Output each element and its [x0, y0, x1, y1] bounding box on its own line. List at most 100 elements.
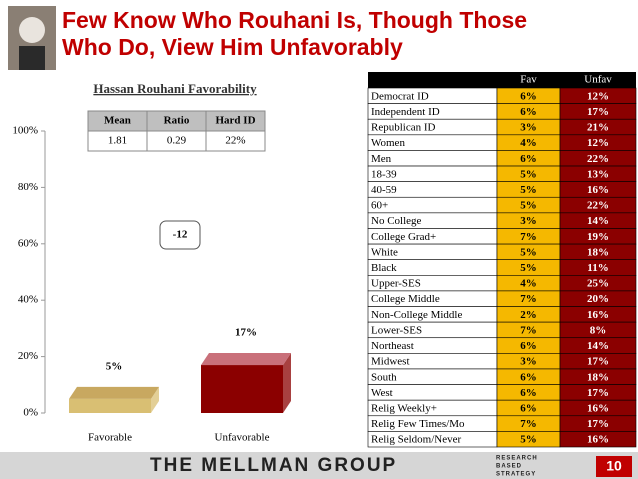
unfav-value: 16% [587, 309, 609, 321]
fav-value: 5% [520, 262, 537, 274]
fav-value: 4% [520, 278, 537, 290]
title-line: Who Do, View Him Unfavorably [62, 34, 403, 60]
fav-value: 5% [520, 200, 537, 212]
unfav-value: 13% [587, 168, 609, 180]
stats-col-header: Ratio [164, 115, 190, 127]
row-label: South [371, 371, 397, 383]
row-label: Relig Few Times/Mo [371, 418, 465, 430]
row-label: College Middle [371, 293, 440, 305]
row-label: Lower-SES [371, 324, 422, 336]
annotation-box [159, 220, 201, 250]
stats-row-bg [87, 130, 266, 152]
footer-tagline: STRATEGY [496, 472, 536, 478]
row-label: No College [371, 215, 422, 227]
stats-value: 22% [225, 135, 245, 147]
fav-value: 2% [520, 309, 537, 321]
row-label: 18-39 [371, 168, 397, 180]
y-tick-label: 100% [12, 125, 38, 137]
row-label: Men [371, 153, 392, 165]
unfav-value: 11% [587, 262, 608, 274]
stats-col-header: Hard ID [215, 115, 255, 127]
unfav-value: 16% [587, 184, 609, 196]
bar-top [69, 386, 159, 399]
fav-value: 7% [520, 324, 537, 336]
row-label: Black [371, 262, 397, 274]
annotation: -12 [173, 229, 188, 241]
row-label: White [371, 246, 398, 258]
unfav-value: 14% [587, 340, 609, 352]
bar-top [201, 353, 291, 366]
unfav-value: 16% [587, 434, 609, 446]
photo-robe [19, 46, 45, 70]
fav-value: 7% [520, 293, 537, 305]
unfav-value: 18% [587, 246, 609, 258]
fav-value: 5% [520, 246, 537, 258]
fav-value: 7% [520, 231, 537, 243]
row-label: 40-59 [371, 184, 397, 196]
table-header-bg [368, 72, 636, 88]
fav-value: 6% [520, 153, 537, 165]
unfav-value: 22% [587, 200, 609, 212]
footer-tagline: RESEARCH [496, 456, 538, 462]
footer-bar [0, 452, 638, 479]
chart-title: Hassan Rouhani Favorability [93, 81, 257, 96]
unfav-value: 20% [587, 293, 609, 305]
row-label: Northeast [371, 340, 414, 352]
fav-value: 4% [520, 137, 537, 149]
fav-value: 6% [520, 106, 537, 118]
y-tick-label: 60% [18, 237, 38, 249]
unfav-value: 18% [587, 371, 609, 383]
row-label: Women [371, 137, 405, 149]
unfav-value: 17% [587, 356, 609, 368]
row-label: Independent ID [371, 106, 440, 118]
unfav-value: 17% [587, 418, 609, 430]
fav-value: 6% [520, 387, 537, 399]
row-label: College Grad+ [371, 231, 436, 243]
unfav-value: 16% [587, 403, 609, 415]
fav-value: 5% [520, 168, 537, 180]
table-col-header: Fav [520, 74, 537, 86]
fav-value: 7% [520, 418, 537, 430]
y-tick-label: 40% [18, 294, 38, 306]
fav-value: 3% [520, 356, 537, 368]
bar-side [283, 353, 291, 413]
fav-value: 6% [520, 371, 537, 383]
title-line: Few Know Who Rouhani Is, Though Those [62, 7, 527, 33]
value-label: 5% [106, 360, 123, 372]
unfav-value: 21% [587, 122, 609, 134]
row-label: Democrat ID [371, 90, 429, 102]
x-tick-label: Favorable [88, 432, 132, 444]
footer-tagline: BASED [496, 464, 522, 470]
unfav-value: 22% [587, 153, 609, 165]
row-label: Upper-SES [371, 278, 421, 290]
y-tick-label: 80% [18, 181, 38, 193]
y-tick-label: 0% [23, 407, 38, 419]
row-label: Non-College Middle [371, 309, 462, 321]
unfav-value: 25% [587, 278, 609, 290]
fav-value: 5% [520, 434, 537, 446]
unfav-value: 12% [587, 137, 609, 149]
table-col-header: Unfav [584, 74, 612, 86]
y-tick-label: 20% [18, 350, 38, 362]
fav-value: 6% [520, 340, 537, 352]
footer-brand: THE MELLMAN GROUP [150, 455, 397, 476]
stats-value: 0.29 [167, 135, 187, 147]
page-box [596, 456, 632, 477]
page-number: 10 [606, 458, 622, 474]
fav-value: 3% [520, 122, 537, 134]
unfav-value: 8% [590, 324, 607, 336]
x-tick-label: Unfavorable [215, 432, 270, 444]
stats-value: 1.81 [108, 135, 127, 147]
fav-value: 3% [520, 215, 537, 227]
unfav-cell [559, 431, 637, 448]
unfav-value: 12% [587, 90, 609, 102]
unfav-value: 17% [587, 106, 609, 118]
row-label: 60+ [371, 200, 388, 212]
bar-side [151, 386, 159, 413]
row-label: Midwest [371, 356, 410, 368]
fav-value: 5% [520, 184, 537, 196]
row-label: Relig Weekly+ [371, 403, 437, 415]
bar [69, 398, 151, 413]
stats-col-header: Mean [104, 115, 131, 127]
